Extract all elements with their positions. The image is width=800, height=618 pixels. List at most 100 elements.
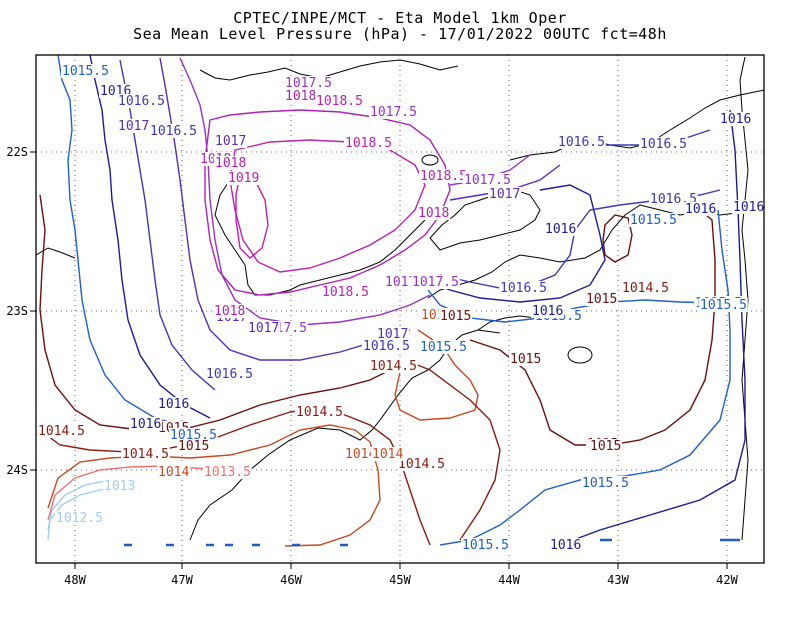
- contour-label: 1015: [440, 309, 471, 324]
- contour-label: 1018: [285, 89, 316, 104]
- contour-label-bg: [589, 439, 623, 453]
- isobar-1019: [235, 174, 269, 259]
- x-tick-label: 48W: [64, 573, 86, 587]
- contour-label: 1017.5: [464, 173, 511, 188]
- y-tick-label: 24S: [6, 463, 28, 477]
- contour-label-bg: [581, 476, 630, 490]
- contour-label: 1014.5: [370, 359, 417, 374]
- x-tick-label: 42W: [716, 573, 738, 587]
- contour-label-bg: [315, 94, 364, 108]
- contour-label-bg: [531, 304, 565, 318]
- contour-label: 1015.5: [700, 298, 747, 313]
- contour-label-bg: [499, 281, 548, 295]
- contour-label: 1016: [733, 200, 764, 215]
- contour-label-bg: [295, 405, 344, 419]
- x-axis: 48W 47W 46W 45W 44W 43W 42W: [64, 563, 739, 587]
- contour-label-bg: [621, 281, 670, 295]
- contour-label: 1016.5: [150, 124, 197, 139]
- contour-label: 1015.5: [420, 340, 467, 355]
- isobar-1016-b: [429, 184, 606, 303]
- contour-label: 1018.5: [322, 285, 369, 300]
- contour-label-bg: [639, 137, 688, 151]
- contour-label-bg: [419, 340, 468, 354]
- contour-label-bg: [344, 136, 393, 150]
- contour-label: 1016: [158, 397, 189, 412]
- contour-label-bg: [37, 424, 86, 438]
- contour-label: 1017: [215, 134, 246, 149]
- contour-label: 1015.5: [630, 213, 677, 228]
- contour-label: 1016: [130, 417, 161, 432]
- contour-label-bg: [203, 465, 252, 479]
- contour-label: 1017.5: [412, 275, 459, 290]
- isobar-1018-5: [229, 139, 426, 273]
- contour-label: 1017: [248, 321, 279, 336]
- contour-label: 1016.5: [118, 94, 165, 109]
- contour-label-bg: [61, 64, 110, 78]
- contour-label: 1015.5: [582, 476, 629, 491]
- contour-label: 1012.5: [56, 511, 103, 526]
- contour-label: 1013.5: [204, 465, 251, 480]
- contour-label: 1016.5: [500, 281, 547, 296]
- contour-label: 1016.5: [363, 339, 410, 354]
- contour-label-bg: [157, 397, 191, 411]
- contour-label: 1017.5: [370, 105, 417, 120]
- contour-label: 1014.5: [398, 457, 445, 472]
- contour-label-bg: [629, 213, 678, 227]
- contour-label: 1014.5: [38, 424, 85, 439]
- contour-label: 1016: [545, 222, 576, 237]
- contour-label-bg: [719, 112, 753, 126]
- contour-label-bg: [488, 187, 522, 201]
- contour-label-bg: [149, 124, 198, 138]
- contour-label-bg: [369, 105, 418, 119]
- contour-label: 1016: [532, 304, 563, 319]
- x-tick-label: 45W: [389, 573, 411, 587]
- x-tick-label: 46W: [280, 573, 302, 587]
- contour-label-bg: [362, 339, 411, 353]
- isobar-1014: [47, 424, 381, 547]
- contour-label: 1018: [215, 156, 246, 171]
- contour-label: 1015: [178, 439, 209, 454]
- contour-label-bg: [129, 417, 163, 431]
- y-tick-label: 23S: [6, 304, 28, 318]
- contour-label-bg: [509, 352, 543, 366]
- contour-label: 1016: [550, 538, 581, 553]
- contour-label: 1014: [158, 465, 189, 480]
- y-tick-label: 22S: [6, 145, 28, 159]
- contour-label-bg: [417, 206, 451, 220]
- contour-label-bg: [121, 447, 170, 461]
- contour-label: 1018.5: [345, 136, 392, 151]
- contour-label: 1014.5: [296, 405, 343, 420]
- contour-label-bg: [461, 538, 510, 552]
- contour-label: 1016: [720, 112, 751, 127]
- isobar-1015-b: [469, 209, 716, 446]
- contour-label: 1015.5: [62, 64, 109, 79]
- isobar-1015-c: [602, 214, 633, 263]
- contour-label: 1016: [685, 202, 716, 217]
- contour-label-bg: [585, 292, 619, 306]
- contour-label-bg: [177, 439, 211, 453]
- contour-label-bg: [397, 457, 446, 471]
- contour-label-bg: [214, 156, 248, 170]
- contour-label: 1018: [214, 304, 245, 319]
- contour-label-bg: [321, 285, 370, 299]
- contour-label-bg: [699, 298, 748, 312]
- isobar-1015-5-c: [439, 209, 731, 546]
- contour-label: 1015.5: [462, 538, 509, 553]
- contour-label: 1018.5: [420, 169, 467, 184]
- contour-label-bg: [284, 76, 333, 90]
- isobar-1018: [204, 109, 451, 296]
- contour-label: 1014.5: [622, 281, 669, 296]
- contour-label-bg: [157, 465, 191, 479]
- contour-label-bg: [369, 359, 418, 373]
- contour-label-bg: [103, 479, 137, 493]
- contour-label: 1017.5: [285, 76, 332, 91]
- contour-label: 1013: [104, 479, 135, 494]
- map-subtitle: Sea Mean Level Pressure (hPa) - 17/01/20…: [133, 25, 667, 43]
- contour-label: 1017: [489, 187, 520, 202]
- contour-label: 1018.5: [316, 94, 363, 109]
- isobar-1015-5: [57, 54, 191, 429]
- contour-label-bg: [227, 171, 261, 185]
- contour-label: 1017: [118, 119, 149, 134]
